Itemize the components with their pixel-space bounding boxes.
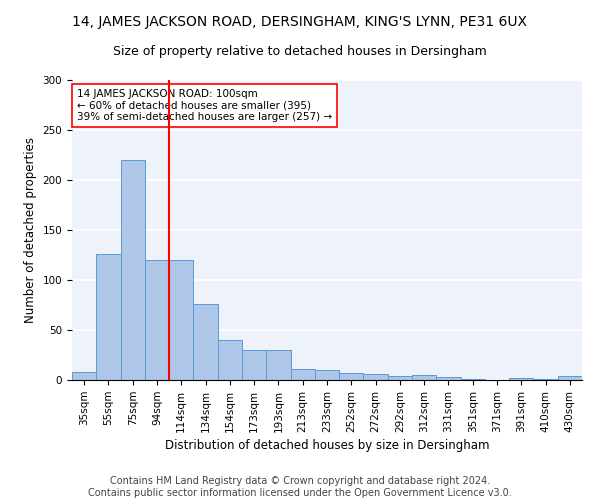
Bar (364, 374, 388, 380)
Bar (509, 378, 533, 380)
Bar (72, 372, 96, 380)
Bar (461, 379, 485, 380)
Bar (121, 160, 145, 380)
Bar (290, 369, 315, 380)
Bar (436, 377, 461, 380)
Text: 14 JAMES JACKSON ROAD: 100sqm
← 60% of detached houses are smaller (395)
39% of : 14 JAMES JACKSON ROAD: 100sqm ← 60% of d… (77, 89, 332, 122)
Bar (218, 340, 242, 380)
Bar (193, 304, 218, 380)
Text: Size of property relative to detached houses in Dersingham: Size of property relative to detached ho… (113, 45, 487, 58)
Bar (242, 350, 266, 380)
Text: 14, JAMES JACKSON ROAD, DERSINGHAM, KING'S LYNN, PE31 6UX: 14, JAMES JACKSON ROAD, DERSINGHAM, KING… (73, 15, 527, 29)
Bar (169, 260, 193, 380)
Bar (339, 373, 364, 380)
Bar (96, 254, 121, 380)
Bar (533, 379, 558, 380)
X-axis label: Distribution of detached houses by size in Dersingham: Distribution of detached houses by size … (165, 439, 489, 452)
Bar (558, 376, 582, 380)
Bar (266, 350, 290, 380)
Bar (412, 375, 436, 380)
Bar (315, 370, 339, 380)
Bar (145, 260, 169, 380)
Y-axis label: Number of detached properties: Number of detached properties (24, 137, 37, 323)
Bar (388, 376, 412, 380)
Text: Contains HM Land Registry data © Crown copyright and database right 2024.
Contai: Contains HM Land Registry data © Crown c… (88, 476, 512, 498)
